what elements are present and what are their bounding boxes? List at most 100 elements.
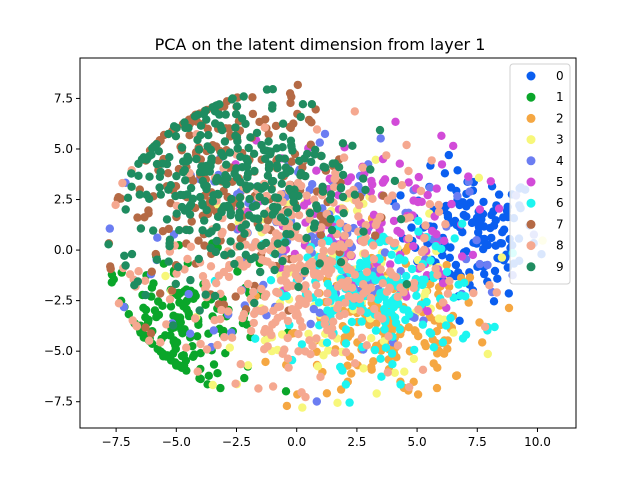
data-point	[240, 373, 249, 383]
data-point	[145, 336, 154, 345]
data-point	[224, 307, 233, 316]
data-point	[382, 287, 392, 296]
data-point	[409, 242, 418, 251]
data-point	[305, 208, 315, 218]
data-point	[489, 297, 499, 306]
data-point	[281, 238, 290, 247]
data-point	[134, 171, 143, 180]
data-point	[186, 200, 196, 209]
data-point	[445, 253, 454, 262]
data-point	[356, 307, 365, 316]
data-point	[371, 155, 380, 164]
data-point	[201, 290, 210, 299]
data-point	[245, 194, 254, 204]
legend-label: 0	[556, 69, 564, 83]
data-point	[171, 132, 181, 141]
data-point	[322, 338, 332, 347]
data-point	[248, 93, 257, 102]
data-point	[326, 190, 336, 199]
data-point	[304, 329, 313, 338]
data-point	[132, 321, 141, 330]
data-point	[437, 160, 447, 169]
data-point	[319, 351, 328, 360]
data-point	[338, 192, 348, 202]
data-point	[423, 190, 432, 200]
data-point	[391, 117, 400, 127]
data-point	[338, 170, 348, 180]
data-point	[116, 194, 126, 203]
data-point	[230, 259, 239, 269]
legend-marker	[526, 219, 536, 229]
data-point	[338, 139, 348, 148]
data-point	[192, 154, 201, 164]
data-point	[313, 204, 322, 213]
data-point	[275, 302, 284, 311]
data-point	[292, 308, 301, 317]
data-point	[345, 398, 354, 407]
data-point	[326, 214, 335, 224]
data-point	[397, 181, 407, 190]
data-point	[152, 255, 162, 264]
data-point	[320, 315, 330, 324]
data-point	[363, 256, 372, 265]
data-point	[341, 348, 351, 357]
data-point	[251, 201, 261, 210]
data-point	[209, 326, 218, 335]
data-point	[164, 257, 173, 266]
data-point	[271, 193, 280, 202]
data-point	[388, 360, 397, 369]
data-point	[166, 199, 175, 208]
data-point	[198, 199, 207, 208]
data-point	[410, 345, 419, 355]
data-point	[366, 293, 376, 303]
data-point	[220, 333, 229, 342]
data-point	[207, 227, 216, 236]
data-point	[347, 369, 356, 378]
data-point	[369, 255, 379, 264]
data-point	[193, 367, 202, 376]
data-point	[211, 247, 220, 257]
data-point	[372, 389, 381, 398]
data-point	[242, 162, 252, 171]
data-point	[439, 349, 449, 358]
data-point	[302, 233, 311, 243]
data-point	[137, 155, 147, 164]
data-point	[172, 269, 181, 278]
data-point	[292, 222, 301, 231]
data-point	[314, 298, 324, 307]
data-point	[147, 267, 156, 276]
data-point	[283, 333, 292, 343]
data-point	[186, 275, 195, 285]
data-point	[446, 243, 455, 252]
data-point	[483, 260, 492, 270]
data-point	[272, 161, 282, 170]
data-point	[149, 226, 158, 235]
data-point	[371, 231, 380, 240]
data-point	[236, 200, 245, 210]
data-point	[208, 197, 218, 206]
data-point	[250, 253, 259, 262]
data-point	[254, 384, 263, 393]
data-point	[156, 190, 165, 199]
data-point	[418, 320, 427, 329]
data-point	[468, 250, 478, 260]
data-point	[283, 354, 293, 363]
data-point	[212, 236, 221, 246]
data-point	[177, 202, 187, 212]
data-point	[333, 304, 342, 313]
y-tick-label: 5.0	[54, 142, 73, 156]
data-point	[417, 262, 426, 272]
legend-label: 5	[556, 175, 564, 189]
data-point	[261, 115, 270, 124]
data-point	[475, 259, 484, 269]
plot-frame	[79, 57, 577, 429]
data-point	[194, 236, 203, 245]
data-point	[367, 334, 376, 343]
data-point	[390, 313, 400, 322]
data-point	[199, 109, 208, 119]
data-point	[341, 380, 351, 389]
data-point	[370, 345, 380, 355]
data-point	[360, 249, 370, 258]
data-point	[213, 340, 222, 350]
data-point	[451, 260, 461, 270]
